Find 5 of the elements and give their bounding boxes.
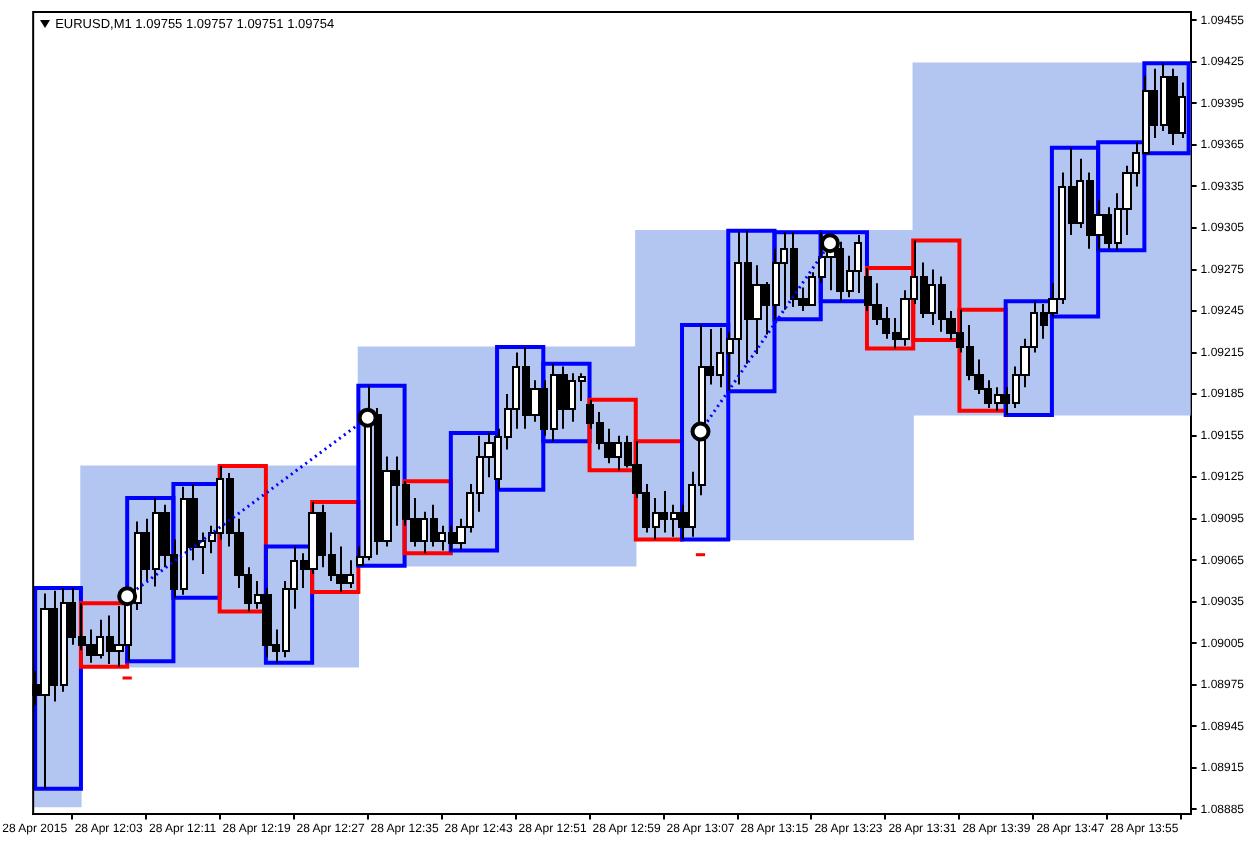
point <box>690 421 711 442</box>
point <box>117 586 138 607</box>
bar <box>78 601 130 669</box>
point <box>357 407 378 428</box>
point <box>819 233 840 254</box>
